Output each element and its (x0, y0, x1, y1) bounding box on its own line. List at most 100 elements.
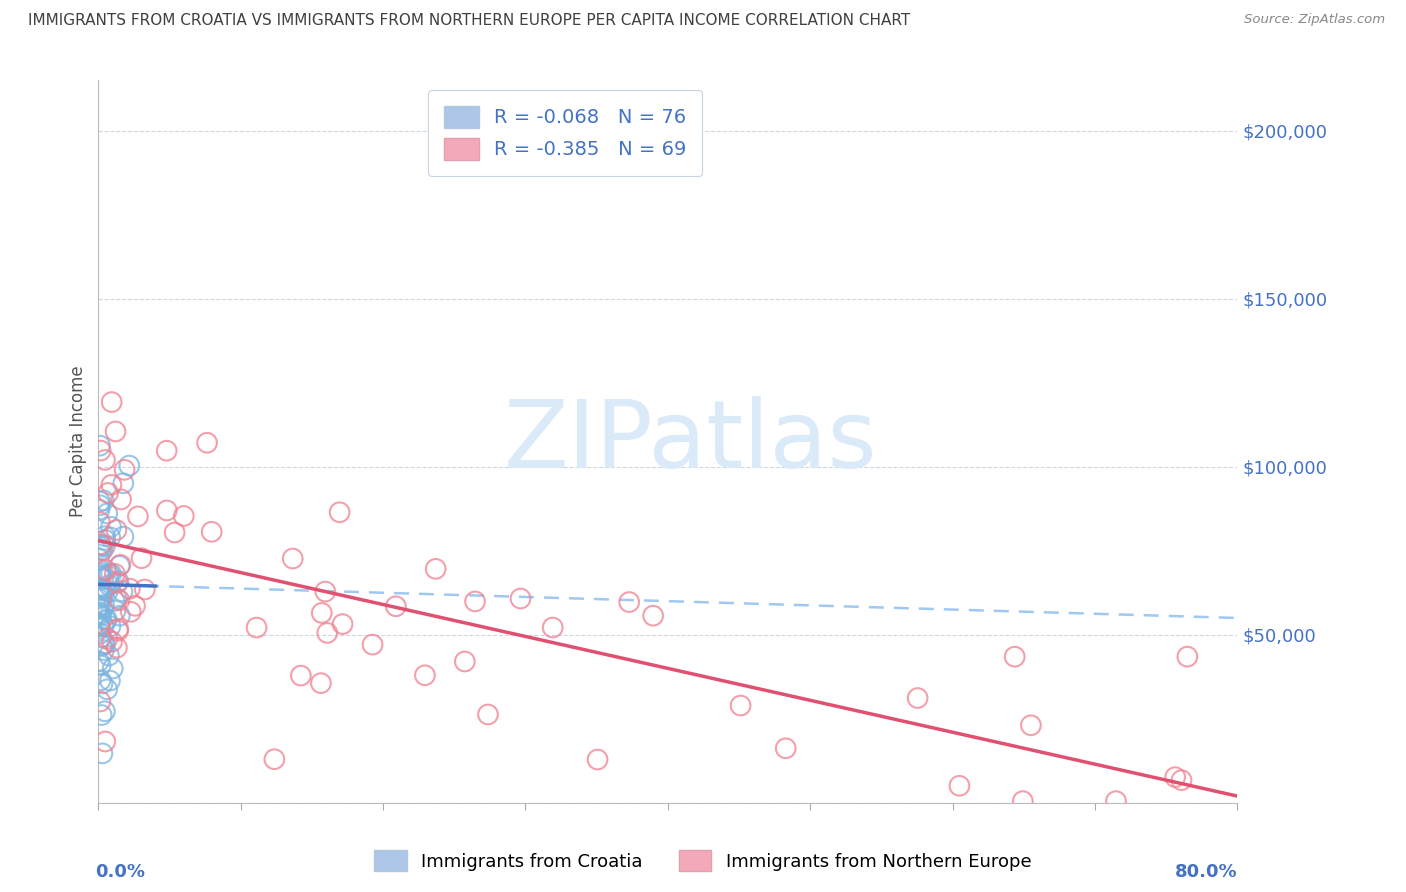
Point (98, 530, 121, 544)
Point (100, 478, 122, 492)
Point (89, 606, 111, 620)
Point (96, 682, 118, 697)
Point (90, 538, 112, 552)
Point (87, 552, 110, 566)
Point (91, 747, 114, 761)
Point (619, 595, 641, 609)
Point (94, 529, 117, 543)
Legend: Immigrants from Croatia, Immigrants from Northern Europe: Immigrants from Croatia, Immigrants from… (367, 843, 1039, 879)
Point (93, 598, 115, 612)
Legend: R = -0.068   N = 76, R = -0.385   N = 69: R = -0.068 N = 76, R = -0.385 N = 69 (429, 90, 703, 176)
Point (100, 520, 122, 534)
Point (100, 619, 122, 633)
Point (89, 502, 111, 516)
Point (89, 599, 111, 613)
Point (112, 476, 135, 491)
Point (91, 601, 114, 615)
Point (108, 558, 131, 573)
Point (89, 569, 111, 583)
Point (91, 543, 114, 558)
Point (586, 752, 609, 766)
Point (107, 574, 129, 589)
Point (87, 587, 110, 601)
Point (97, 568, 120, 582)
Point (89, 498, 111, 512)
Point (90, 569, 112, 583)
Point (643, 608, 665, 623)
Point (89, 439, 111, 453)
Point (90, 673, 112, 688)
Point (101, 661, 124, 675)
Point (104, 604, 127, 618)
Point (107, 622, 129, 636)
Point (97, 648, 120, 663)
Point (316, 626, 339, 640)
Point (290, 668, 312, 682)
Point (156, 443, 179, 458)
Point (94, 614, 117, 628)
Point (89, 494, 111, 508)
Point (94, 533, 117, 547)
Point (1105, 794, 1128, 808)
Point (477, 707, 499, 722)
Point (281, 551, 304, 566)
Point (105, 591, 128, 606)
Point (90, 639, 112, 653)
Point (464, 594, 486, 608)
Point (311, 606, 333, 620)
Point (201, 524, 224, 539)
Point (93, 637, 115, 651)
Text: 0.0%: 0.0% (96, 863, 146, 881)
Point (1004, 649, 1026, 664)
Point (98, 567, 121, 582)
Point (1019, 718, 1042, 732)
Point (90, 608, 112, 623)
Point (96, 612, 118, 626)
Point (90, 537, 112, 551)
Point (329, 505, 352, 519)
Point (97, 486, 120, 500)
Point (730, 698, 752, 713)
Y-axis label: Per Capita Income: Per Capita Income (69, 366, 87, 517)
Point (91, 676, 114, 690)
Point (1164, 770, 1187, 784)
Point (104, 566, 127, 581)
Point (112, 530, 135, 544)
Point (1011, 794, 1033, 808)
Point (94, 539, 117, 553)
Point (87, 617, 110, 632)
Point (385, 599, 408, 614)
Text: ZIPatlas: ZIPatlas (503, 395, 877, 488)
Point (131, 551, 153, 566)
Point (91, 572, 114, 586)
Point (89, 567, 111, 582)
Point (118, 582, 141, 596)
Point (87, 582, 110, 596)
Point (118, 458, 141, 473)
Point (89, 694, 111, 708)
Point (90, 582, 112, 597)
Point (127, 509, 149, 524)
Point (89, 616, 111, 631)
Point (104, 425, 127, 439)
Point (98, 578, 121, 592)
Point (89, 515, 111, 529)
Point (87, 591, 110, 606)
Point (93, 619, 115, 633)
Point (103, 594, 125, 608)
Point (89, 607, 111, 622)
Point (87, 583, 110, 598)
Point (173, 508, 195, 523)
Point (107, 624, 129, 638)
Point (195, 435, 218, 450)
Point (90, 630, 112, 644)
Point (156, 503, 179, 517)
Point (94, 637, 117, 651)
Point (89, 622, 111, 636)
Point (90, 443, 112, 458)
Point (907, 691, 929, 706)
Text: Source: ZipAtlas.com: Source: ZipAtlas.com (1244, 13, 1385, 27)
Point (124, 599, 146, 613)
Point (90, 658, 112, 673)
Point (90, 540, 112, 554)
